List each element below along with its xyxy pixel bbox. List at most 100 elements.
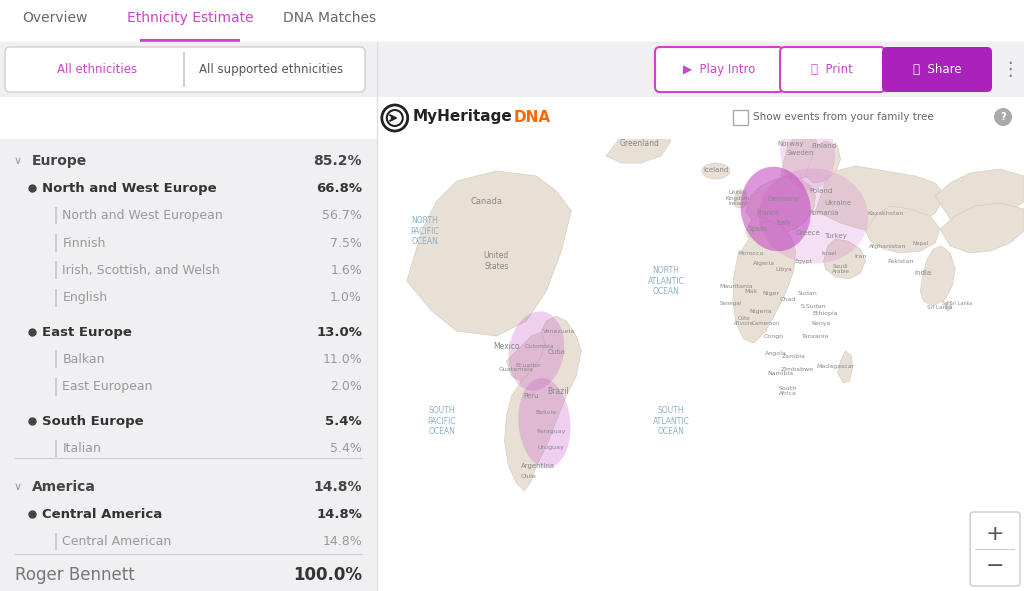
Text: Irish, Scottish, and Welsh: Irish, Scottish, and Welsh <box>62 264 220 277</box>
Text: 1.6%: 1.6% <box>330 264 361 277</box>
Text: ▶  Play Intro: ▶ Play Intro <box>683 63 755 76</box>
FancyBboxPatch shape <box>0 42 1024 97</box>
FancyBboxPatch shape <box>0 0 1024 42</box>
Text: Central America: Central America <box>42 508 162 521</box>
Polygon shape <box>505 316 582 491</box>
Text: So Sri Lanka: So Sri Lanka <box>942 300 973 306</box>
Text: Israel: Israel <box>822 251 837 255</box>
Text: 13.0%: 13.0% <box>316 326 361 339</box>
Text: Finnish: Finnish <box>62 236 105 249</box>
Text: Iceland: Iceland <box>703 167 728 173</box>
Text: 7.5%: 7.5% <box>330 236 361 249</box>
Text: Chile: Chile <box>520 473 537 479</box>
Text: Chad: Chad <box>779 297 796 301</box>
Text: Romania: Romania <box>808 210 839 216</box>
Text: All ethnicities: All ethnicities <box>57 63 137 76</box>
Text: Paraguay: Paraguay <box>537 428 566 434</box>
Text: France: France <box>756 210 779 216</box>
Polygon shape <box>940 203 1024 253</box>
Ellipse shape <box>509 311 564 391</box>
Text: Afghanistan: Afghanistan <box>868 243 906 248</box>
Text: Ethnicity Estimate: Ethnicity Estimate <box>127 11 253 25</box>
Ellipse shape <box>701 163 730 179</box>
Text: Poland: Poland <box>809 188 833 194</box>
Text: 100.0%: 100.0% <box>293 566 361 583</box>
Text: North and West European: North and West European <box>62 209 223 222</box>
Text: Morocco: Morocco <box>737 251 764 255</box>
Text: Nepal: Nepal <box>912 241 929 245</box>
Ellipse shape <box>740 167 811 251</box>
Text: Mauritania: Mauritania <box>719 284 753 288</box>
FancyBboxPatch shape <box>0 139 377 591</box>
Text: South
Africa: South Africa <box>778 385 797 397</box>
Text: DNA: DNA <box>513 109 551 125</box>
Text: ∨: ∨ <box>13 156 22 166</box>
Text: Zambia: Zambia <box>781 353 806 359</box>
Text: America: America <box>32 480 95 494</box>
Polygon shape <box>921 246 955 306</box>
FancyBboxPatch shape <box>54 378 56 396</box>
FancyBboxPatch shape <box>183 52 184 87</box>
Text: Germany: Germany <box>768 196 800 202</box>
Text: NORTH
PACIFIC
OCEAN: NORTH PACIFIC OCEAN <box>411 216 439 246</box>
Polygon shape <box>733 221 796 343</box>
Text: ⫫  Share: ⫫ Share <box>912 63 962 76</box>
Polygon shape <box>734 189 748 208</box>
FancyBboxPatch shape <box>54 532 56 550</box>
Text: 5.4%: 5.4% <box>326 415 361 428</box>
Text: Turkey: Turkey <box>824 233 847 239</box>
Text: S.Sudan: S.Sudan <box>801 304 826 309</box>
Text: Canada: Canada <box>470 196 503 206</box>
Text: Peru: Peru <box>523 393 540 399</box>
Polygon shape <box>745 176 815 233</box>
Text: East European: East European <box>62 381 153 394</box>
Text: 14.8%: 14.8% <box>316 508 361 521</box>
Text: 2.0%: 2.0% <box>330 381 361 394</box>
Text: North and West Europe: North and West Europe <box>42 182 216 195</box>
Ellipse shape <box>945 301 951 310</box>
Circle shape <box>994 108 1012 126</box>
Polygon shape <box>935 169 1024 223</box>
Text: Ecuador: Ecuador <box>515 362 542 368</box>
Text: −: − <box>986 556 1005 576</box>
FancyBboxPatch shape <box>54 207 56 225</box>
Ellipse shape <box>518 378 570 468</box>
Text: Cameroon: Cameroon <box>752 320 780 326</box>
Text: Namibia: Namibia <box>768 371 794 375</box>
Text: ⋮: ⋮ <box>1000 60 1020 79</box>
Text: Tanzania: Tanzania <box>802 333 829 339</box>
Text: Venezuela: Venezuela <box>543 329 575 333</box>
Text: 11.0%: 11.0% <box>323 353 361 366</box>
Polygon shape <box>823 239 865 279</box>
Text: Guatemala: Guatemala <box>499 366 534 372</box>
Text: English: English <box>62 291 108 304</box>
Text: Europe: Europe <box>32 154 87 168</box>
Text: Kazakhstan: Kazakhstan <box>867 210 903 216</box>
Text: 5.4%: 5.4% <box>330 442 361 455</box>
Text: Ukraine: Ukraine <box>824 200 851 206</box>
Text: Egypt: Egypt <box>795 258 813 264</box>
Text: Mali: Mali <box>744 288 757 294</box>
Text: Mexico: Mexico <box>494 342 520 350</box>
Text: MyHeritage: MyHeritage <box>413 109 512 125</box>
Text: Italy: Italy <box>776 220 792 226</box>
Text: Italian: Italian <box>62 442 101 455</box>
FancyBboxPatch shape <box>377 97 1024 139</box>
Text: Bolivia: Bolivia <box>536 411 557 415</box>
FancyBboxPatch shape <box>54 350 56 368</box>
Text: Ethiopia: Ethiopia <box>813 310 839 316</box>
FancyBboxPatch shape <box>54 289 56 307</box>
Text: 85.2%: 85.2% <box>313 154 361 168</box>
FancyBboxPatch shape <box>54 261 56 280</box>
Text: Libya: Libya <box>775 267 793 271</box>
Text: Sudan: Sudan <box>798 291 817 296</box>
Text: Senegal: Senegal <box>720 300 742 306</box>
Text: Iran: Iran <box>854 254 866 258</box>
Polygon shape <box>815 166 945 231</box>
Text: South Europe: South Europe <box>42 415 143 428</box>
Text: Show events from your family tree: Show events from your family tree <box>753 112 934 122</box>
Text: Argentina: Argentina <box>521 463 555 469</box>
Text: Cuba: Cuba <box>548 349 565 355</box>
Text: Balkan: Balkan <box>62 353 105 366</box>
Text: Zimbabwe: Zimbabwe <box>781 366 814 372</box>
